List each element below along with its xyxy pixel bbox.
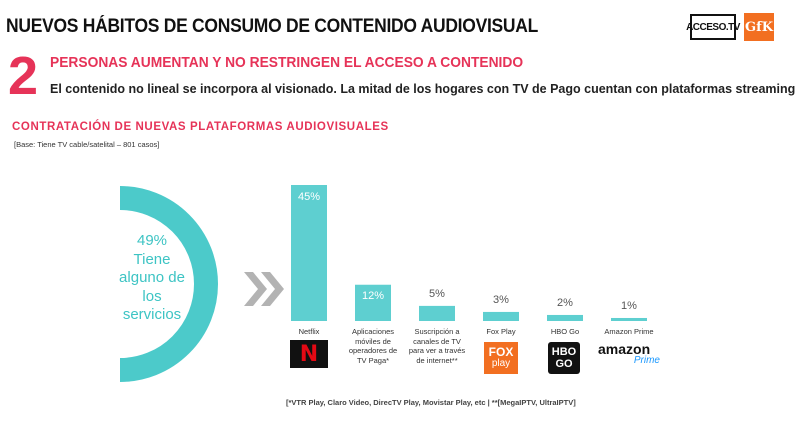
bar-value-label: 12% <box>361 289 385 302</box>
category-label: Aplicaciones móviles de operadores de TV Pa… <box>338 327 408 365</box>
category-label-line: HBO Go <box>550 327 580 336</box>
chevron-arrows-icon <box>244 272 284 306</box>
fox-play-logo: FOX play <box>484 342 518 374</box>
bar-value-label: 1% <box>621 299 637 312</box>
bar-5 <box>547 314 583 321</box>
fox-play-logo-top: FOX <box>488 345 514 359</box>
section-subtitle: PERSONAS AUMENTAN Y NO RESTRINGEN EL ACC… <box>50 54 524 71</box>
footnote: [*VTR Play, Claro Video, DirecTV Play, M… <box>286 398 576 407</box>
category-label-line: para ver a través <box>408 346 466 355</box>
netflix-logo: N <box>290 340 328 368</box>
category-label-line: canales de TV <box>413 336 461 346</box>
highlight-line: servicios <box>122 306 182 323</box>
hbo-go-logo-bottom: GO <box>555 358 573 370</box>
amazon-prime-logo-top: amazon <box>598 341 651 357</box>
bar-6 <box>611 317 647 321</box>
chart-base-note: [Base: Tiene TV cable/satelital – 801 ca… <box>14 140 160 149</box>
category-label: Amazon Prime <box>594 327 664 337</box>
highlight-line: los <box>142 287 162 305</box>
category-label-line: TV Paga* <box>356 355 390 365</box>
bar-4 <box>483 311 519 321</box>
highlight-line: alguno de <box>119 269 185 286</box>
chart-title: CONTRATACIÓN DE NUEVAS PLATAFORMAS AUDIO… <box>12 121 389 133</box>
category-label-line: Suscripción a <box>414 327 460 336</box>
hbo-go-logo: HBO GO <box>548 342 580 374</box>
section-description: El contenido no lineal se incorpora al v… <box>50 82 795 96</box>
highlight-arc <box>119 186 218 382</box>
category-label-line: operadores de <box>348 346 398 355</box>
netflix-logo-letter: N <box>299 341 319 367</box>
category-label: Suscripción a canales de TV para ver a tra… <box>402 327 472 365</box>
category-label-line: Aplicaciones <box>351 327 395 336</box>
category-label-line: Amazon Prime <box>604 327 654 336</box>
page-title: NUEVOS HÁBITOS DE CONSUMO DE CONTENIDO A… <box>6 16 539 37</box>
category-label: Netflix <box>274 327 344 337</box>
category-label-line: móviles de <box>355 336 391 346</box>
amazon-prime-logo: amazon Prime <box>598 342 666 368</box>
highlight-percent: 49% <box>136 232 168 249</box>
bar-1 <box>291 185 327 321</box>
category-label-line: Netflix <box>298 327 320 336</box>
category-label-line: Fox Play <box>486 327 516 336</box>
bar-value-label: 5% <box>429 287 445 300</box>
bar-value-label: 45% <box>297 191 321 203</box>
acceso-tv-logo: ACCESO.TV <box>686 14 740 40</box>
category-label-line: de internet** <box>416 355 458 365</box>
hbo-go-logo-top: HBO <box>551 346 577 358</box>
fox-play-logo-bottom: play <box>491 358 511 369</box>
bar-2 <box>355 284 391 321</box>
section-number: 2 <box>8 46 39 106</box>
category-label: Fox Play <box>466 327 536 337</box>
bar-value-label: 3% <box>493 293 509 306</box>
bar-value-label: 2% <box>557 296 573 309</box>
bar-3 <box>419 305 455 321</box>
amazon-prime-logo-bottom: Prime <box>633 355 660 366</box>
highlight-text: 49% Tiene alguno de los servicios <box>104 232 200 325</box>
category-label: HBO Go <box>530 327 600 337</box>
gfk-logo: GfK <box>744 13 774 41</box>
highlight-line: Tiene <box>133 250 171 268</box>
